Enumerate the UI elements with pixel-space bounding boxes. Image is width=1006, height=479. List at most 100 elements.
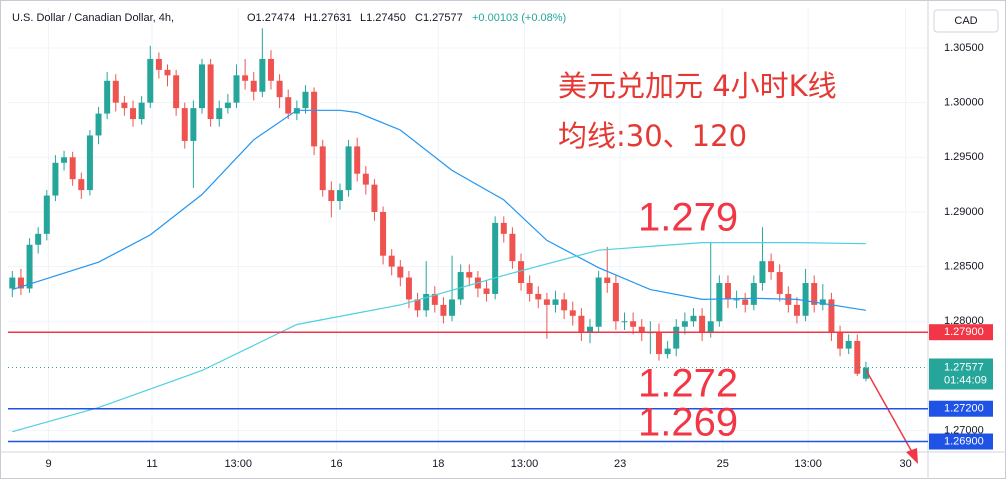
candle-body: [681, 321, 688, 327]
candle-body: [216, 108, 223, 120]
candle-body: [155, 58, 162, 70]
candle-body: [543, 299, 550, 305]
candle-body: [500, 222, 507, 234]
candle-body: [483, 288, 490, 294]
candle-body: [259, 58, 266, 92]
candle-body: [750, 283, 757, 305]
price-label: 1.27200: [944, 403, 984, 415]
candle-body: [449, 299, 456, 316]
y-tick-label: 1.29000: [944, 206, 984, 218]
candle-body: [724, 283, 731, 300]
x-tick-label: 11: [146, 458, 157, 470]
x-tick-label: 13:00: [511, 458, 539, 470]
arrow: [865, 369, 913, 453]
candle-body: [147, 58, 154, 103]
candle-body: [380, 211, 387, 256]
candle-body: [811, 283, 818, 305]
chart-subtitle: 均线:30、120: [558, 119, 747, 153]
candle-body: [509, 233, 516, 262]
candle-body: [655, 332, 662, 355]
price-label-box: [929, 400, 993, 417]
candle-body: [793, 304, 800, 316]
candle-body: [414, 299, 421, 311]
countdown: 01:44:09: [944, 374, 987, 386]
candle-body: [319, 146, 326, 191]
candle-body: [388, 255, 395, 267]
candle-body: [673, 326, 680, 349]
candle-body: [612, 283, 619, 322]
candle-body: [561, 299, 568, 311]
plot-area: [8, 8, 928, 452]
candle-body: [699, 315, 706, 333]
candle-body: [250, 80, 257, 92]
candle-body: [819, 299, 826, 305]
candle-body: [302, 91, 309, 109]
candle-body: [466, 272, 473, 278]
candle-body: [621, 321, 628, 323]
candle-body: [845, 340, 852, 349]
candle-body: [552, 299, 559, 305]
candle-body: [716, 283, 723, 322]
y-tick-label: 1.28000: [944, 315, 984, 327]
candle-body: [664, 348, 671, 355]
price-label: 1.27900: [944, 326, 984, 338]
candle-body: [569, 310, 576, 316]
moving-average: [12, 109, 866, 311]
candle-body: [371, 184, 378, 212]
candle-body: [138, 102, 145, 120]
candle-body: [587, 326, 594, 333]
candle-body: [35, 233, 42, 245]
candle-body: [759, 261, 766, 284]
candle-body: [242, 75, 249, 81]
x-tick-label: 9: [45, 458, 51, 470]
candle-body: [354, 146, 361, 174]
candle-body: [199, 64, 206, 109]
candle-body: [207, 64, 214, 120]
last-price-box: [929, 358, 993, 390]
x-tick-label: 30: [899, 458, 911, 470]
candle-body: [328, 190, 335, 202]
candle-body: [690, 315, 697, 322]
candle-body: [311, 91, 318, 147]
candle-body: [362, 173, 369, 185]
candle-body: [423, 293, 430, 311]
candle-body: [405, 277, 412, 300]
x-tick-label: 18: [432, 458, 444, 470]
candle-body: [768, 261, 775, 273]
candle-body: [9, 277, 16, 289]
currency[interactable]: CAD: [954, 15, 977, 27]
candle-body: [638, 326, 645, 333]
candle-body: [397, 266, 404, 278]
candle-body: [104, 80, 111, 114]
candle-body: [742, 299, 749, 305]
ohlc-high: H1.27631: [304, 12, 352, 24]
moving-average: [12, 242, 866, 433]
candle-body: [526, 283, 533, 294]
candle-body: [61, 157, 68, 163]
candle-body: [130, 108, 137, 120]
level-note: 1.269: [638, 401, 738, 445]
candle-body: [26, 244, 33, 289]
candle-body: [78, 179, 85, 191]
candle-body: [578, 315, 585, 333]
candle-body: [69, 157, 76, 180]
candle-body: [802, 283, 809, 316]
candle-body: [95, 113, 102, 136]
price-label-box: [929, 433, 993, 450]
level-note: 1.279: [638, 196, 738, 240]
candle-body: [776, 272, 783, 294]
x-tick-label: 16: [330, 458, 342, 470]
candle-body: [457, 272, 464, 300]
currency-button[interactable]: [933, 9, 999, 33]
candle-body: [828, 299, 835, 333]
y-tick-label: 1.30500: [944, 42, 984, 54]
candle-body: [52, 162, 59, 196]
candle-body: [492, 222, 499, 294]
ohlc-open: O1.27474: [247, 12, 295, 24]
candle-body: [285, 97, 292, 114]
price-label: 1.26900: [944, 435, 984, 447]
candle-body: [276, 80, 283, 98]
candle-body: [518, 261, 525, 284]
chart-title: 美元兑加元 4小时K线: [558, 69, 837, 103]
